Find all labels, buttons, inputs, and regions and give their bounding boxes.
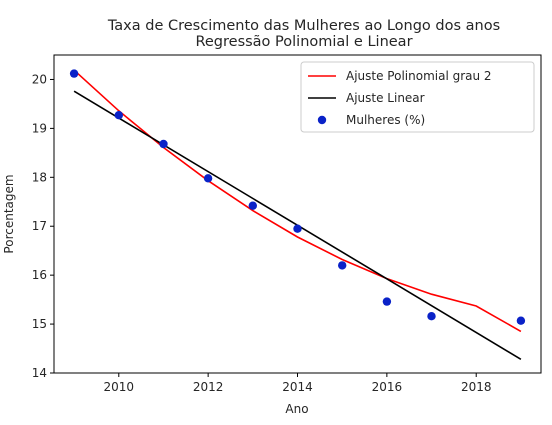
chart-subtitle: Regressão Polinomial e Linear: [195, 34, 412, 50]
data-point-2016: [382, 297, 392, 306]
y-tick-label-15: 15: [32, 317, 47, 331]
x-tick-label-2010: 2010: [104, 380, 135, 394]
y-tick-label-18: 18: [32, 170, 47, 184]
y-tick-label-19: 19: [32, 121, 47, 135]
y-axis-label: Porcentagem: [2, 174, 16, 253]
y-tick-label-17: 17: [32, 219, 47, 233]
x-tick-label-2018: 2018: [461, 380, 492, 394]
x-tick-label-2014: 2014: [282, 380, 313, 394]
legend-swatch-points: [317, 115, 327, 125]
data-point-2015: [338, 261, 347, 270]
data-point-2014: [293, 224, 302, 233]
y-tick-label-14: 14: [32, 366, 47, 380]
y-axis-ticks: 14 15 16 17 18 19 20: [32, 72, 54, 380]
x-tick-label-2016: 2016: [372, 380, 403, 394]
data-point-2010: [114, 111, 124, 120]
legend-box: [300, 61, 535, 133]
data-points: [69, 69, 526, 325]
data-point-2009: [69, 69, 79, 78]
data-point-2011: [159, 139, 168, 149]
chart-title: Taxa de Crescimento das Mulheres ao Long…: [107, 18, 500, 34]
x-tick-label-2012: 2012: [193, 380, 224, 394]
data-point-2013: [248, 201, 257, 210]
data-point-2012: [203, 174, 213, 183]
y-tick-label-16: 16: [32, 268, 47, 282]
legend-label-linear: Ajuste Linear: [346, 91, 425, 105]
data-point-2019: [516, 316, 526, 325]
legend: Ajuste Polinomial grau 2 Ajuste Linear M…: [300, 61, 535, 133]
legend-label-points: Mulheres (%): [346, 113, 425, 127]
x-axis-label: Ano: [285, 402, 308, 416]
y-tick-label-20: 20: [32, 72, 47, 86]
legend-label-poly: Ajuste Polinomial grau 2: [346, 69, 492, 83]
data-point-2017: [427, 312, 436, 321]
x-axis-ticks: 2010 2012 2014 2016 2018: [104, 373, 492, 394]
